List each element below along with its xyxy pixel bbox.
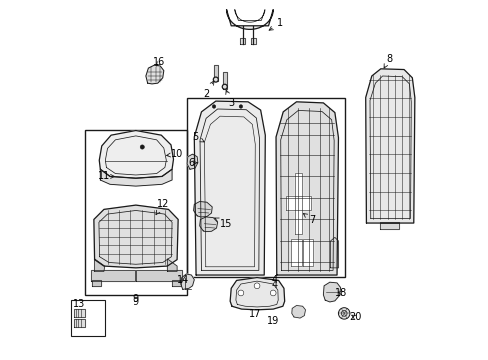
Polygon shape	[290, 239, 301, 266]
Circle shape	[140, 145, 144, 149]
Polygon shape	[99, 131, 173, 178]
Polygon shape	[167, 259, 177, 271]
Polygon shape	[100, 169, 172, 186]
Polygon shape	[276, 102, 338, 275]
Polygon shape	[94, 205, 178, 268]
Text: 9: 9	[133, 294, 139, 304]
Text: 6: 6	[188, 158, 197, 168]
Text: 1: 1	[268, 18, 283, 30]
Polygon shape	[91, 270, 135, 281]
Polygon shape	[136, 270, 182, 281]
Polygon shape	[379, 222, 398, 229]
Circle shape	[222, 84, 227, 89]
Polygon shape	[199, 217, 217, 231]
Circle shape	[212, 105, 215, 108]
Circle shape	[239, 105, 242, 108]
Text: 16: 16	[153, 57, 165, 67]
Text: 9: 9	[133, 297, 139, 307]
Polygon shape	[214, 65, 217, 81]
Text: 3: 3	[225, 90, 234, 108]
Text: 14: 14	[177, 275, 189, 285]
Text: 8: 8	[383, 54, 391, 68]
Polygon shape	[74, 309, 85, 317]
Text: 12: 12	[156, 199, 168, 215]
Polygon shape	[294, 173, 301, 234]
Polygon shape	[92, 280, 101, 286]
Polygon shape	[180, 274, 194, 289]
Polygon shape	[240, 39, 244, 44]
Polygon shape	[365, 69, 414, 223]
Circle shape	[270, 290, 276, 296]
Circle shape	[213, 77, 218, 82]
Polygon shape	[323, 282, 340, 302]
Text: 7: 7	[303, 213, 315, 225]
Text: 13: 13	[73, 299, 85, 309]
Text: 4: 4	[271, 275, 278, 285]
Text: 15: 15	[214, 218, 232, 229]
Text: 4: 4	[271, 280, 278, 290]
Polygon shape	[230, 278, 284, 310]
Polygon shape	[285, 196, 310, 211]
Text: 20: 20	[348, 312, 361, 322]
Text: 2: 2	[203, 81, 213, 99]
Polygon shape	[172, 280, 181, 286]
Polygon shape	[330, 237, 338, 268]
Bar	[187, 98, 344, 277]
Polygon shape	[226, 10, 273, 30]
Polygon shape	[74, 319, 85, 327]
Circle shape	[254, 283, 260, 289]
Text: 19: 19	[266, 316, 279, 325]
Polygon shape	[223, 72, 226, 89]
Polygon shape	[187, 154, 198, 169]
Polygon shape	[194, 101, 265, 275]
Circle shape	[341, 311, 346, 316]
Polygon shape	[193, 202, 212, 217]
Text: 10: 10	[166, 149, 183, 159]
Bar	[85, 130, 187, 295]
Polygon shape	[94, 259, 104, 271]
Text: 18: 18	[334, 288, 347, 298]
Polygon shape	[250, 39, 256, 44]
Polygon shape	[291, 306, 305, 318]
Polygon shape	[145, 65, 163, 84]
Text: 5: 5	[191, 132, 204, 142]
Polygon shape	[302, 239, 313, 266]
Text: 17: 17	[248, 310, 261, 319]
Circle shape	[338, 308, 349, 319]
Bar	[70, 300, 104, 336]
Circle shape	[238, 290, 244, 296]
Text: 11: 11	[98, 171, 114, 181]
